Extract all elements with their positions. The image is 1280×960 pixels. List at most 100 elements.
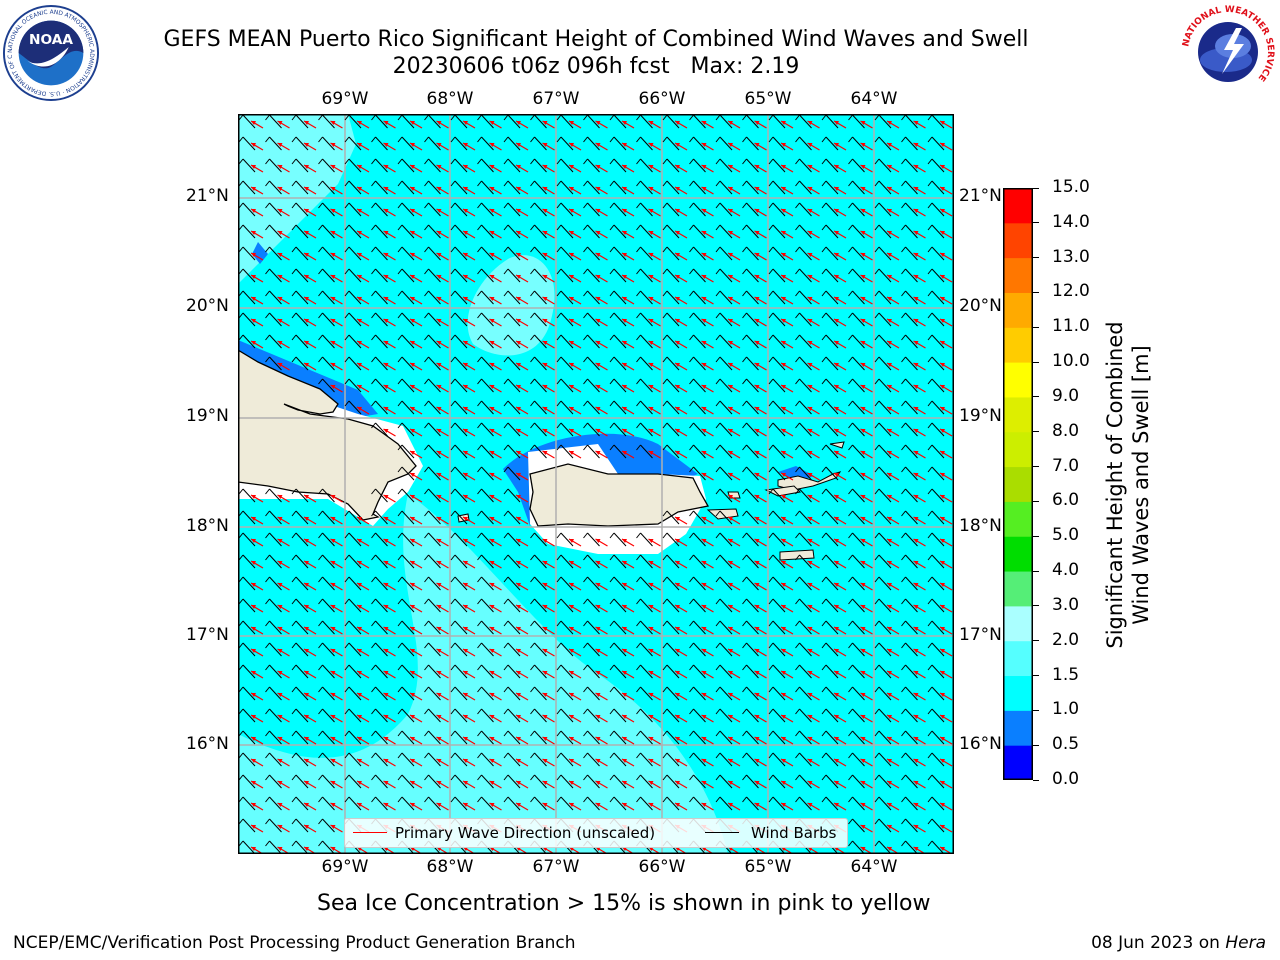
wind-barb bbox=[772, 532, 786, 547]
wind-barb bbox=[799, 400, 812, 415]
wind-barb-flag bbox=[238, 202, 244, 209]
wind-barb bbox=[242, 774, 256, 789]
wind-barb-flag bbox=[768, 796, 774, 803]
wave-direction-arrowhead bbox=[940, 759, 945, 763]
wind-barb-flag bbox=[609, 268, 615, 275]
wind-barb-flag bbox=[689, 642, 694, 649]
wind-barb bbox=[269, 554, 282, 569]
wind-barb bbox=[269, 752, 282, 767]
wave-direction-arrowhead bbox=[648, 649, 654, 653]
wind-barb-flag bbox=[689, 532, 694, 539]
wind-barb-flag bbox=[583, 246, 588, 253]
wind-barb-flag bbox=[742, 136, 747, 143]
wind-barb bbox=[401, 686, 415, 701]
wind-barb bbox=[375, 796, 388, 811]
wind-barb bbox=[242, 708, 256, 723]
wind-barb-flag bbox=[503, 202, 509, 209]
wave-direction-arrowhead bbox=[463, 209, 468, 213]
wind-barb bbox=[613, 554, 627, 569]
wind-barb-flag bbox=[636, 180, 641, 187]
wind-barb bbox=[507, 158, 521, 173]
wave-direction-arrowhead bbox=[436, 319, 442, 323]
wave-direction-arrowhead bbox=[595, 275, 601, 279]
wind-barb-flag bbox=[318, 642, 323, 649]
wind-barb bbox=[348, 664, 362, 679]
wind-barb-flag bbox=[901, 554, 906, 561]
wave-direction-arrowhead bbox=[675, 693, 680, 697]
wind-barb bbox=[746, 444, 759, 459]
wind-barb bbox=[587, 774, 600, 789]
wind-barb-flag bbox=[609, 356, 615, 363]
wave-direction-arrowhead bbox=[569, 561, 574, 565]
wind-barb bbox=[348, 136, 362, 151]
wind-barb bbox=[481, 466, 494, 481]
wind-barb-flag bbox=[848, 774, 853, 781]
wind-barb-flag bbox=[768, 642, 774, 649]
wind-barb-flag bbox=[742, 532, 747, 539]
wind-barb-flag bbox=[689, 444, 694, 451]
wind-barb bbox=[719, 246, 733, 261]
wind-barb bbox=[560, 686, 574, 701]
wind-barb-flag bbox=[689, 796, 694, 803]
wind-barb bbox=[481, 268, 494, 283]
wave-direction-arrowhead bbox=[622, 649, 627, 653]
wave-direction-arrowhead bbox=[701, 209, 707, 213]
wind-barb bbox=[428, 664, 441, 679]
wave-direction-arrowhead bbox=[701, 253, 707, 257]
wave-direction-arrowhead bbox=[701, 649, 707, 653]
wind-barb bbox=[746, 114, 759, 129]
wind-barb-flag bbox=[318, 246, 323, 253]
wind-barb-flag bbox=[715, 598, 721, 605]
wind-barb bbox=[401, 554, 415, 569]
wind-barb bbox=[295, 664, 309, 679]
wave-direction-arrowhead bbox=[648, 187, 654, 191]
wind-barb bbox=[481, 202, 494, 217]
wind-barb-flag bbox=[344, 532, 350, 539]
wind-barb-flag bbox=[662, 620, 668, 627]
wave-direction-arrowhead bbox=[648, 385, 654, 389]
wave-direction-arrowhead bbox=[622, 583, 627, 587]
wind-barb-flag bbox=[265, 840, 270, 847]
wind-barb bbox=[295, 642, 309, 657]
wind-barb bbox=[507, 422, 521, 437]
wind-barb-flag bbox=[821, 774, 827, 781]
wind-barb-flag bbox=[689, 466, 694, 473]
wind-barb-flag bbox=[556, 708, 562, 715]
wave-direction-arrowhead bbox=[781, 187, 786, 191]
wind-barb bbox=[401, 180, 415, 195]
wind-barb-flag bbox=[238, 752, 244, 759]
wind-barb bbox=[375, 268, 388, 283]
wind-barb bbox=[560, 158, 574, 173]
wind-barb bbox=[401, 334, 415, 349]
wind-barb bbox=[507, 774, 521, 789]
wind-barb bbox=[825, 224, 839, 239]
wind-barb-flag bbox=[238, 268, 244, 275]
wind-barb-flag bbox=[848, 730, 853, 737]
wind-barb-flag bbox=[768, 708, 774, 715]
wind-barb bbox=[295, 224, 309, 239]
wind-barb-flag bbox=[901, 774, 906, 781]
wind-barb-flag bbox=[715, 796, 721, 803]
wind-barb-flag bbox=[238, 796, 244, 803]
wave-direction-arrowhead bbox=[569, 363, 574, 367]
wave-direction-arrowhead bbox=[728, 451, 733, 455]
wind-barb bbox=[852, 444, 865, 459]
wind-barb bbox=[746, 620, 759, 635]
wind-barb bbox=[481, 444, 494, 459]
wave-direction-arrowhead bbox=[516, 759, 521, 763]
wave-direction-arrowhead bbox=[542, 209, 548, 213]
wave-direction-arrowhead bbox=[489, 781, 495, 785]
wave-direction-arrowhead bbox=[277, 121, 283, 125]
wind-barb-flag bbox=[530, 620, 535, 627]
wind-barb bbox=[560, 268, 574, 283]
wave-direction-arrowhead bbox=[489, 385, 495, 389]
footer-credit: NCEP/EMC/Verification Post Processing Pr… bbox=[13, 933, 576, 953]
wind-barb bbox=[242, 290, 256, 305]
wave-direction-arrowhead bbox=[913, 297, 919, 301]
wind-barb bbox=[640, 312, 653, 327]
wind-barb bbox=[852, 620, 865, 635]
wind-barb bbox=[799, 312, 812, 327]
wind-barb bbox=[322, 268, 335, 283]
wave-direction-arrowhead bbox=[251, 583, 256, 587]
wind-barb-flag bbox=[265, 664, 270, 671]
